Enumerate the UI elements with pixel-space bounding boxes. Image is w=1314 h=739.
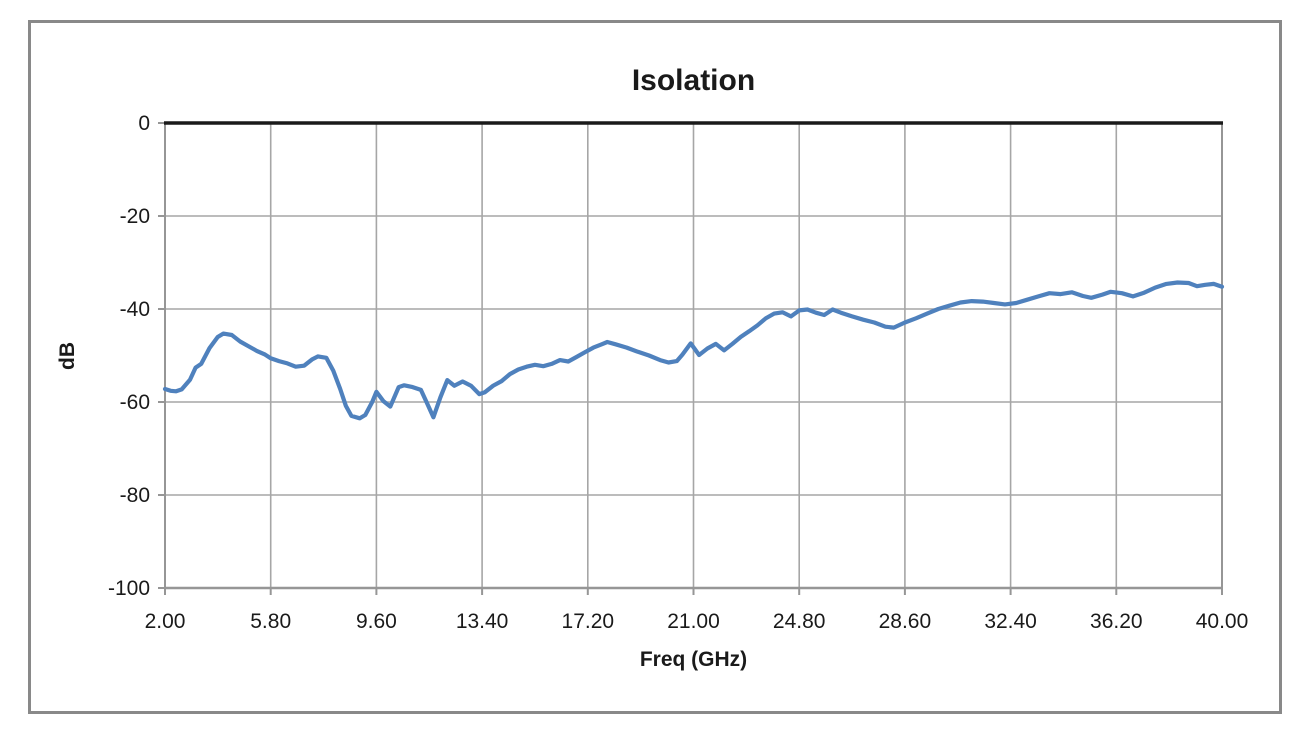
y-tick-label: -60 <box>120 391 150 414</box>
chart-title: Isolation <box>631 64 756 97</box>
chart-outer-frame <box>28 20 1282 714</box>
x-tick-label: 36.20 <box>1090 610 1143 633</box>
y-axis-title: dB <box>56 342 79 370</box>
x-tick-label: 28.60 <box>879 610 932 633</box>
x-tick-label: 24.80 <box>773 610 826 633</box>
x-axis-title: Freq (GHz) <box>639 648 748 671</box>
y-tick-label: -40 <box>120 298 150 321</box>
x-tick-label: 13.40 <box>456 610 509 633</box>
y-tick-label: -80 <box>120 484 150 507</box>
y-tick-label: 0 <box>138 112 150 135</box>
x-tick-label: 40.00 <box>1196 610 1249 633</box>
x-tick-label: 21.00 <box>667 610 720 633</box>
x-tick-label: 9.60 <box>356 610 397 633</box>
x-tick-label: 2.00 <box>145 610 186 633</box>
series-line <box>162 280 1225 421</box>
x-tick-label: 32.40 <box>984 610 1037 633</box>
x-tick-label: 5.80 <box>250 610 291 633</box>
y-tick-label: -20 <box>120 205 150 228</box>
x-tick-label: 17.20 <box>562 610 615 633</box>
y-tick-label: -100 <box>108 577 150 600</box>
